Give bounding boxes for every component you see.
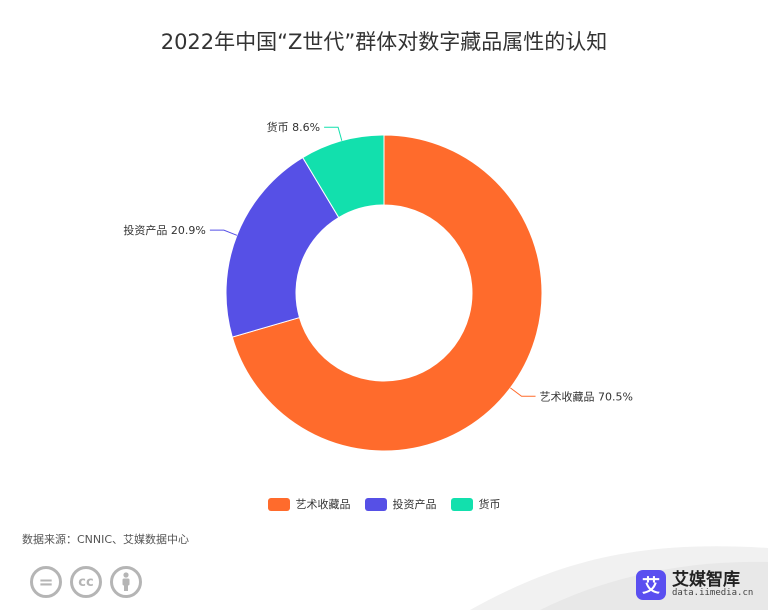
cc-icon: cc (70, 566, 102, 598)
source-note: 数据来源：CNNIC、艾媒数据中心 (22, 533, 190, 546)
slices-group (225, 134, 543, 452)
brand-logo-icon: 艾 (636, 570, 666, 600)
brand: 艾 艾媒智库 data.iimedia.cn (636, 570, 753, 600)
labels-group: 艺术收藏品 70.5% 投资产品 20.9% 货币 8.6% (123, 120, 633, 403)
slice-art[interactable] (231, 134, 543, 452)
leader-line-currency (324, 126, 343, 141)
legend-label-currency: 货币 (478, 498, 501, 511)
legend-swatch-investment (364, 497, 387, 511)
brand-name: 艾媒智库 (672, 569, 740, 590)
legend-item-currency[interactable]: 货币 (450, 496, 501, 512)
legend-label-art: 艺术收藏品 (295, 498, 351, 511)
legend-swatch-art (267, 497, 290, 511)
legend-item-investment[interactable]: 投资产品 (364, 496, 437, 512)
slice-currency[interactable] (302, 134, 385, 219)
slice-investment[interactable] (225, 156, 340, 338)
brand-url: data.iimedia.cn (672, 588, 754, 599)
chart-title: 2022年中国“Z世代”群体对数字藏品属性的认知 (160, 30, 608, 54)
leader-line-art (510, 387, 536, 397)
legend: 艺术收藏品 投资产品 货币 (0, 496, 768, 512)
license-icons: = cc (30, 566, 142, 598)
leader-line-investment (209, 229, 238, 236)
data-label-investment: 投资产品 20.9% (123, 223, 205, 237)
person-icon (110, 566, 142, 598)
legend-swatch-currency (450, 497, 473, 511)
legend-item-art[interactable]: 艺术收藏品 (267, 496, 351, 512)
data-label-art: 艺术收藏品 70.5% (540, 389, 633, 403)
legend-label-investment: 投资产品 (392, 498, 437, 511)
equals-icon: = (30, 566, 62, 598)
data-label-currency: 货币 8.6% (267, 120, 320, 134)
